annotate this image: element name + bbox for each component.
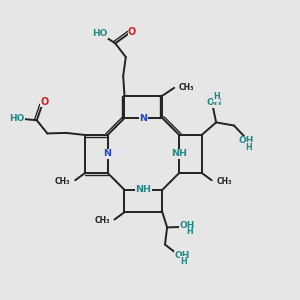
Text: NH: NH [135, 185, 152, 194]
Text: OH: OH [207, 98, 222, 107]
Text: CH₃: CH₃ [179, 83, 194, 92]
Text: HO: HO [9, 114, 24, 123]
Text: CH₃: CH₃ [94, 216, 110, 225]
Text: O: O [40, 97, 48, 107]
Text: OH: OH [174, 251, 190, 260]
Text: H: H [186, 227, 193, 236]
Text: HO: HO [92, 29, 107, 38]
Text: N: N [140, 114, 147, 123]
Text: NH: NH [171, 149, 187, 158]
Text: OH: OH [239, 136, 254, 145]
Text: OH: OH [180, 221, 195, 230]
Text: H: H [180, 256, 187, 266]
Text: H: H [213, 92, 220, 101]
Text: H: H [245, 142, 252, 152]
Text: CH₃: CH₃ [216, 177, 232, 186]
Text: O: O [128, 27, 136, 37]
Text: N: N [103, 149, 112, 158]
Text: CH₃: CH₃ [55, 177, 70, 186]
